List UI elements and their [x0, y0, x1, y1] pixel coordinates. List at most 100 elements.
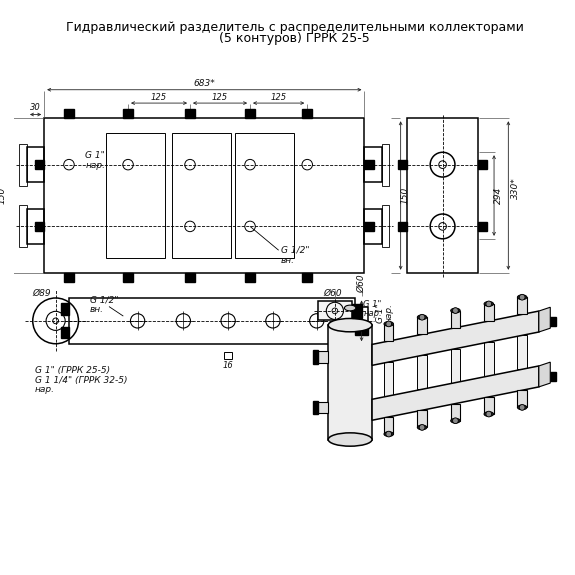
Bar: [62, 327, 69, 339]
Polygon shape: [539, 362, 550, 387]
Bar: [185, 273, 195, 282]
Bar: [64, 273, 74, 282]
Text: Гидравлический разделитель с распределительными коллекторами: Гидравлический разделитель с распределит…: [66, 21, 524, 34]
Polygon shape: [518, 297, 527, 315]
Text: 16: 16: [223, 361, 233, 370]
Bar: [34, 160, 44, 170]
Bar: [20, 144, 27, 186]
Bar: [318, 301, 352, 320]
Bar: [328, 325, 372, 439]
Bar: [27, 148, 44, 182]
Bar: [123, 273, 133, 282]
Text: 150: 150: [401, 187, 410, 204]
Bar: [185, 109, 195, 118]
Bar: [313, 401, 318, 414]
Ellipse shape: [451, 308, 460, 313]
Polygon shape: [384, 417, 393, 434]
Polygon shape: [384, 324, 393, 341]
Bar: [123, 109, 133, 118]
Bar: [246, 273, 255, 278]
Circle shape: [486, 411, 492, 417]
Ellipse shape: [484, 301, 493, 306]
Bar: [64, 113, 74, 118]
Text: G 1": G 1": [376, 304, 385, 323]
Ellipse shape: [384, 321, 393, 326]
Circle shape: [346, 310, 354, 317]
Polygon shape: [484, 304, 493, 321]
Bar: [365, 221, 374, 231]
Text: G 1/2": G 1/2": [281, 246, 309, 255]
Text: 30: 30: [30, 104, 41, 112]
Polygon shape: [484, 342, 493, 376]
Bar: [302, 113, 312, 118]
Circle shape: [486, 301, 492, 306]
Text: G 1": G 1": [85, 151, 105, 160]
Text: нар.: нар.: [363, 309, 382, 318]
Circle shape: [419, 424, 425, 430]
Polygon shape: [451, 348, 460, 382]
Bar: [365, 148, 382, 182]
Text: 125: 125: [212, 93, 228, 102]
Polygon shape: [372, 311, 539, 365]
Circle shape: [519, 405, 525, 410]
Text: Ø60: Ø60: [324, 289, 342, 298]
Circle shape: [419, 315, 425, 320]
Circle shape: [453, 418, 458, 424]
Bar: [355, 322, 368, 335]
Polygon shape: [417, 410, 427, 427]
Text: 150: 150: [0, 187, 7, 204]
Bar: [20, 205, 27, 247]
Bar: [365, 209, 382, 244]
Ellipse shape: [417, 315, 427, 320]
Bar: [172, 133, 231, 258]
Bar: [315, 351, 328, 363]
Bar: [355, 307, 368, 335]
Bar: [302, 109, 312, 118]
Ellipse shape: [328, 319, 372, 332]
Bar: [549, 317, 556, 326]
Bar: [62, 303, 69, 315]
Bar: [398, 221, 407, 231]
Polygon shape: [372, 366, 539, 420]
Text: G 1" (ГРРК 25-5): G 1" (ГРРК 25-5): [34, 366, 110, 375]
Bar: [478, 160, 488, 170]
Circle shape: [386, 431, 392, 437]
Ellipse shape: [344, 305, 356, 311]
Polygon shape: [518, 335, 527, 369]
Bar: [27, 209, 44, 244]
Bar: [123, 113, 133, 118]
Circle shape: [386, 321, 392, 327]
Bar: [44, 118, 365, 273]
Bar: [69, 297, 355, 344]
Bar: [365, 160, 374, 170]
Text: нар.: нар.: [34, 385, 55, 394]
Text: вн.: вн.: [281, 256, 294, 265]
Circle shape: [53, 318, 59, 324]
Bar: [382, 205, 389, 247]
Text: нар.: нар.: [85, 161, 105, 170]
Bar: [64, 273, 74, 278]
Bar: [344, 308, 356, 320]
Text: (5 контуров) ГРРК 25-5: (5 контуров) ГРРК 25-5: [220, 32, 370, 45]
Bar: [185, 113, 195, 118]
Bar: [549, 371, 556, 381]
Text: вн.: вн.: [90, 305, 104, 314]
Text: Ø89: Ø89: [33, 289, 51, 298]
Bar: [407, 118, 478, 273]
Text: 683*: 683*: [193, 79, 215, 87]
Bar: [106, 133, 165, 258]
Text: 125: 125: [151, 93, 167, 102]
Bar: [123, 273, 133, 278]
Ellipse shape: [417, 425, 427, 430]
Bar: [246, 273, 255, 282]
Ellipse shape: [328, 433, 372, 446]
Bar: [235, 133, 294, 258]
Ellipse shape: [518, 295, 527, 300]
Polygon shape: [484, 397, 493, 414]
Ellipse shape: [518, 405, 527, 410]
Polygon shape: [539, 307, 550, 332]
Text: 125: 125: [271, 93, 287, 102]
Text: 294: 294: [494, 187, 503, 204]
Bar: [315, 402, 328, 413]
Bar: [302, 273, 312, 278]
